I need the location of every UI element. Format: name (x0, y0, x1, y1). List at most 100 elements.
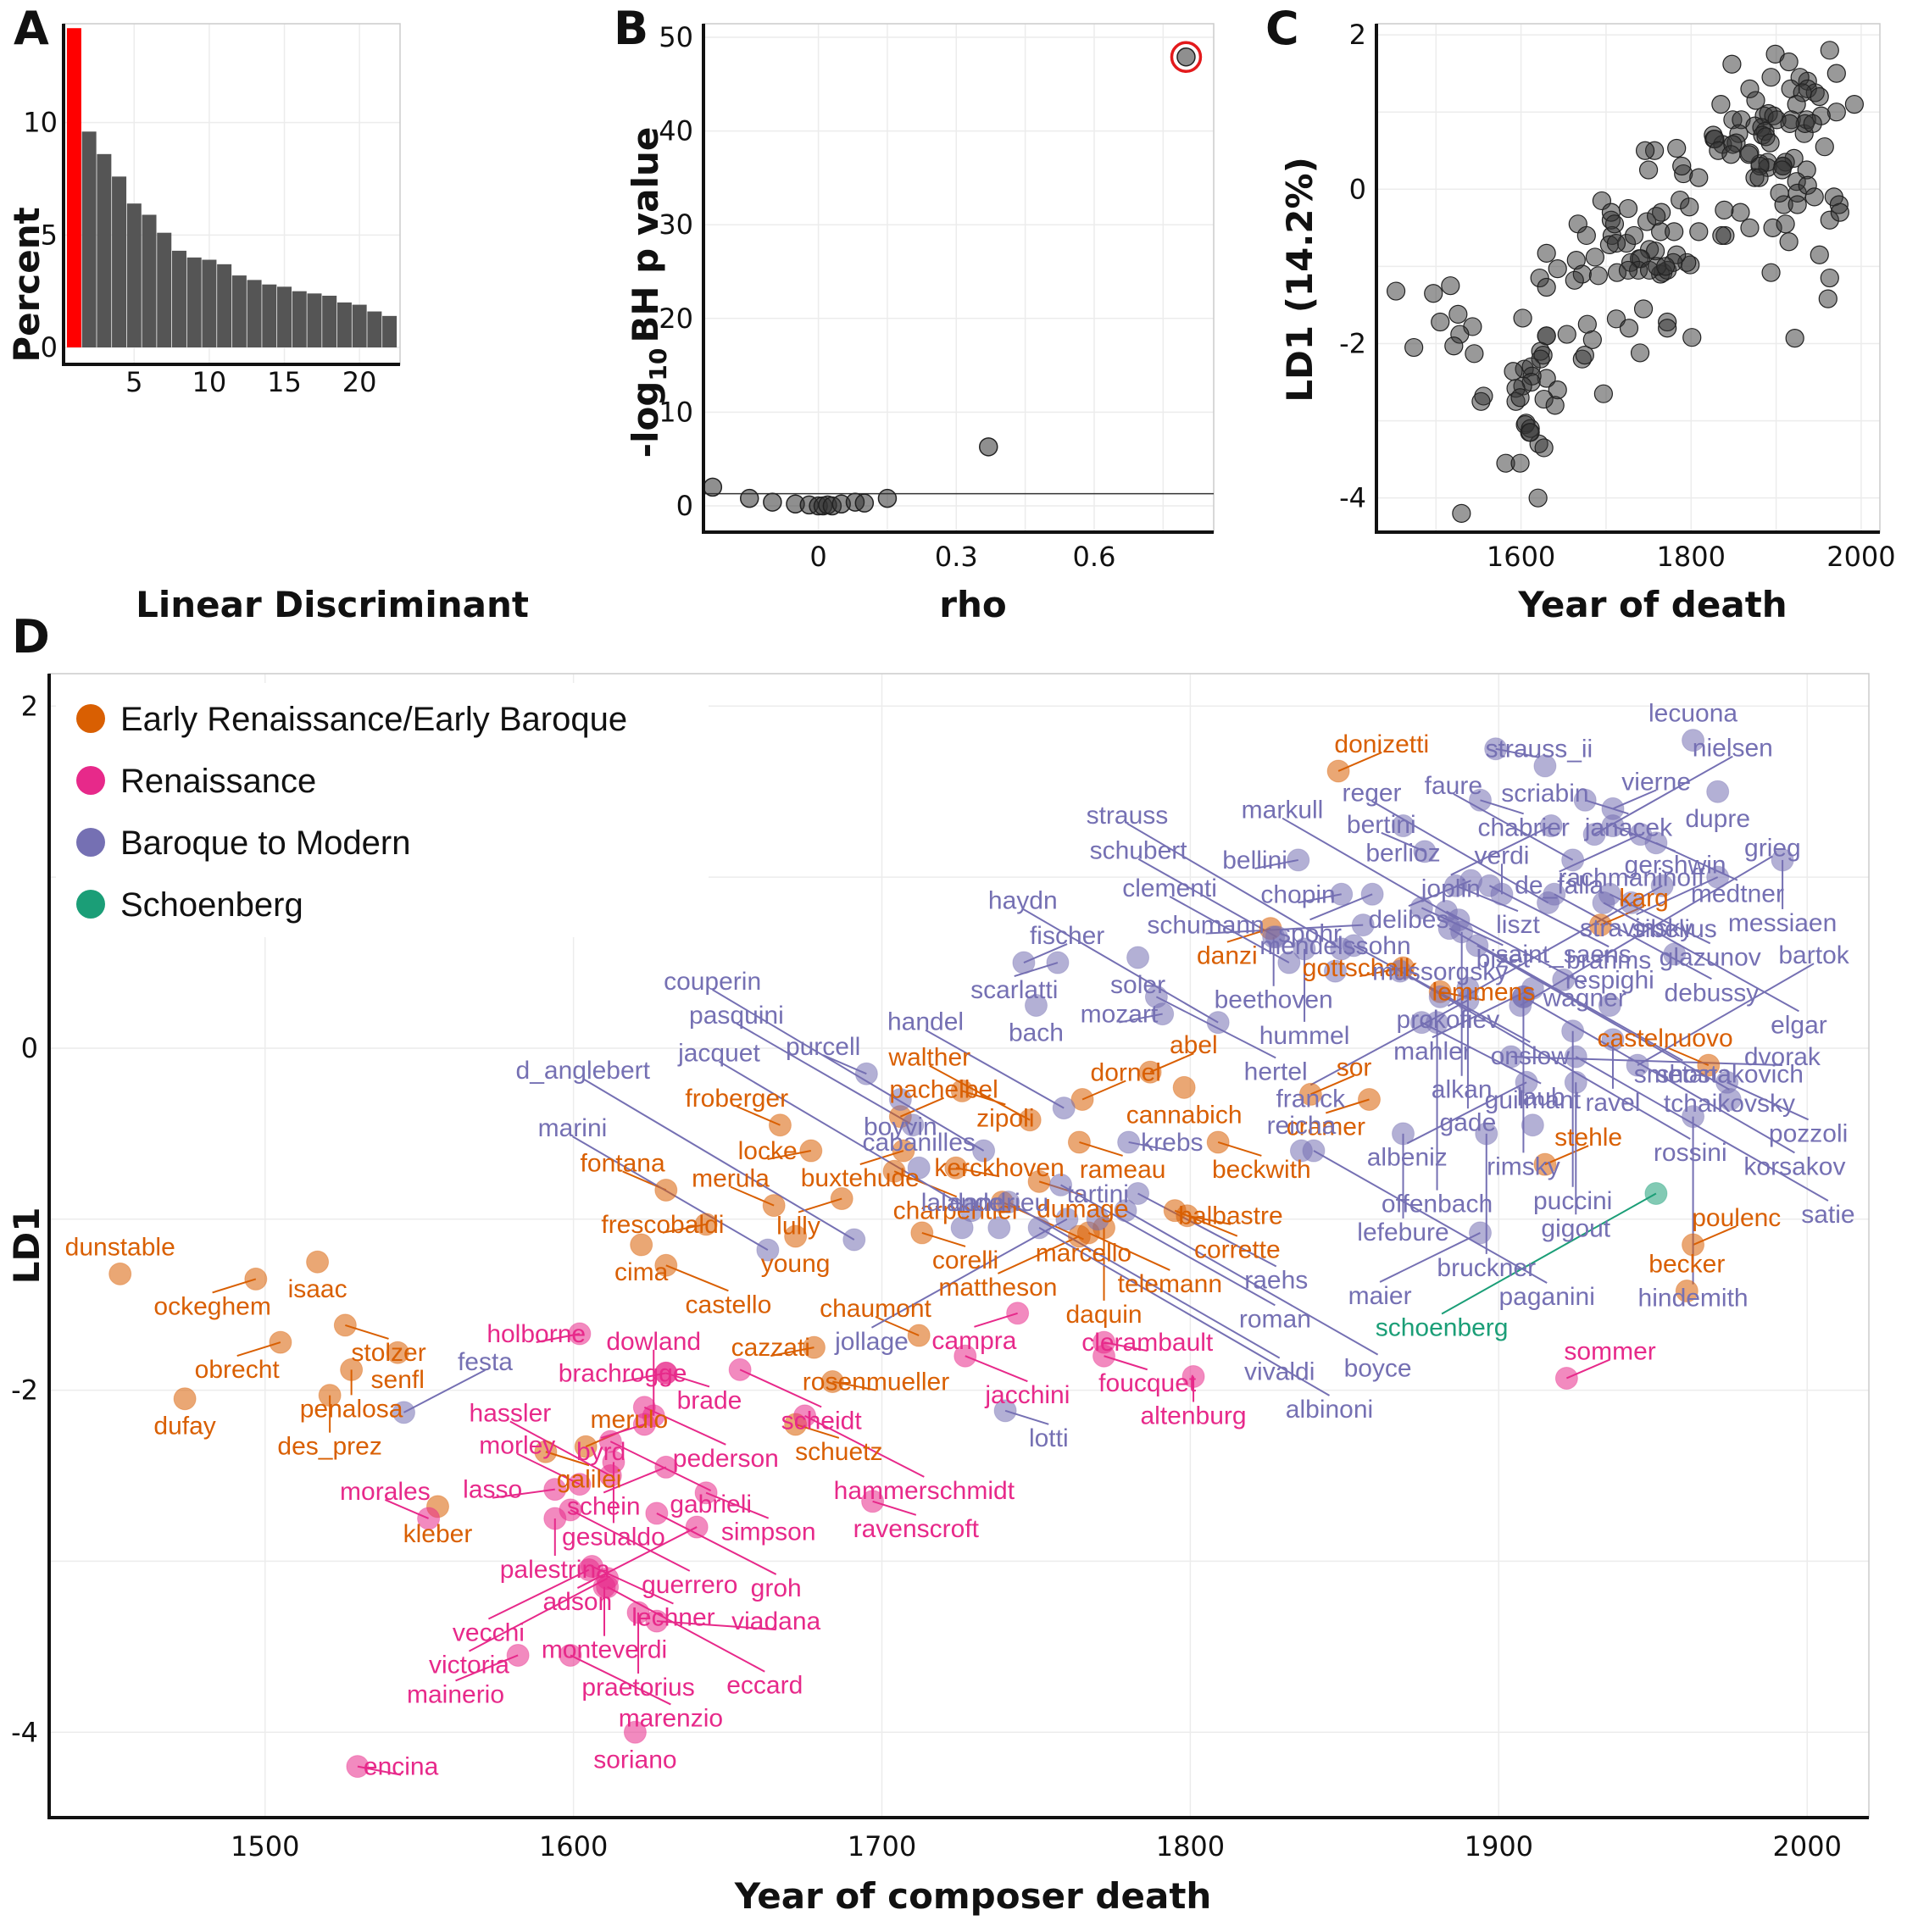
d-label-galilei: galilei (557, 1465, 622, 1493)
d-point-brade (654, 1361, 678, 1385)
d-point-ravenscroft (861, 1490, 885, 1513)
d-leader-walther (929, 1064, 1031, 1121)
d-point-vecchi (577, 1558, 601, 1582)
d-label-penalosa: penalosa (300, 1395, 403, 1423)
c-point-offenbach (1749, 168, 1769, 187)
d-point-charpentier (882, 1159, 906, 1183)
c-point-grieg (1772, 160, 1792, 180)
d-point-bellini (1287, 848, 1310, 872)
d-label-bellini: bellini (1222, 847, 1287, 874)
d-label-merulo: merulo (591, 1406, 669, 1434)
d-point-guilmant (1521, 1113, 1544, 1137)
panel-a-xlabel: Linear Discriminant (136, 584, 529, 625)
b-point-12 (877, 488, 898, 508)
d-point-cabanilles (907, 1156, 931, 1180)
d-point-hammerschmidt (793, 1404, 817, 1428)
b-point-0 (703, 477, 723, 497)
legend-background (56, 683, 709, 937)
c-point-guerrero (1510, 388, 1530, 408)
d-leader-pozzoli (1726, 1081, 1810, 1121)
d-label-bruckner: bruckner (1437, 1254, 1536, 1282)
d-point-bach (1024, 993, 1048, 1017)
d-label-frescobaldi: frescobaldi (601, 1211, 724, 1239)
panel-a-ylabel: Percent (6, 207, 47, 362)
d-point-albeniz (1515, 1070, 1538, 1094)
panel-c-ylabel: LD1 (14.2%) (1279, 157, 1320, 402)
d-leader-marenzio (570, 1654, 671, 1706)
b-point-2 (763, 492, 782, 512)
d-point-marenzio (559, 1643, 582, 1667)
d-label-hassler: hassler (470, 1400, 552, 1428)
d-point-franck (1456, 988, 1480, 1012)
c-point-fontana (1537, 243, 1556, 264)
a-bar-8 (171, 250, 186, 347)
d-label-rameau: rameau (1080, 1156, 1166, 1184)
d-label-vecchi: vecchi (453, 1619, 525, 1647)
d-point-buxtehude (892, 1139, 915, 1163)
d-label-donizetti: donizetti (1334, 730, 1429, 758)
panel-b-ylabel: -log10 BH p value (625, 127, 672, 458)
d-label-shostakovich: shostakovich (1657, 1060, 1804, 1088)
d-label-albeniz: albeniz (1367, 1143, 1448, 1171)
c-point-rachmaninoff (1803, 114, 1822, 133)
d-label-korsakov: korsakov (1743, 1152, 1845, 1180)
d-label-becker: becker (1648, 1251, 1725, 1279)
d-point-mattheson (1067, 1224, 1091, 1248)
c-point-messiaen (1844, 94, 1864, 114)
d-point-roman (1049, 1173, 1073, 1196)
d-point-galilei (534, 1440, 558, 1463)
d-point-soriano (623, 1720, 647, 1744)
d-label-poulenc: poulenc (1692, 1204, 1781, 1232)
d-label-brachrogge: brachrogge (559, 1359, 687, 1387)
panel-d-ylabel: LD1 (6, 1208, 47, 1285)
panel-b-ylabel-part2: BH p value (625, 127, 666, 343)
d-point-holborne (568, 1322, 592, 1346)
d-label-krebs: krebs (1141, 1129, 1203, 1157)
d-label-chabrier: chabrier (1477, 813, 1569, 841)
d-leader-schoenberg (1441, 1192, 1657, 1315)
d-label-stehle: stehle (1554, 1124, 1622, 1152)
c-point-festa (1465, 344, 1484, 364)
d-label-mainerio: mainerio (407, 1680, 504, 1708)
d-label-jacchini: jacchini (984, 1381, 1070, 1409)
a-bar-11 (217, 264, 232, 347)
d-leader-viadana (656, 1620, 776, 1631)
d-point-poulenc (1682, 1233, 1705, 1257)
d-label-mendelssohn: mendelssohn (1259, 932, 1410, 960)
a-xtick-20: 20 (342, 366, 377, 398)
d-label-scheidt: scheidt (781, 1407, 863, 1435)
c-point-obrecht (1431, 312, 1450, 332)
d-label-offenbach: offenbach (1382, 1191, 1493, 1219)
d-leader-spohr (1309, 893, 1373, 921)
panel-b-ylabel-subscript: 10 (644, 348, 672, 381)
d-label-delibes: delibes (1368, 906, 1448, 934)
c-point-bertini (1746, 91, 1765, 110)
legend-swatch-baroque-to-modern (76, 828, 105, 857)
d-label-dufay: dufay (153, 1413, 215, 1441)
d-label-gesualdo: gesualdo (562, 1523, 665, 1551)
d-point-medtner (1644, 831, 1668, 855)
c-xtick-1600: 1600 (1487, 541, 1555, 573)
d-label-scriabin: scriabin (1501, 780, 1588, 808)
a-bar-12 (231, 275, 247, 347)
d-point-groh (645, 1502, 669, 1525)
panel-label-b: B (614, 2, 648, 55)
d-label-prokofiev: prokofiev (1397, 1006, 1500, 1034)
d-leader-satie (1575, 1056, 1829, 1202)
a-bar-13 (247, 280, 262, 347)
d-label-soler: soler (1110, 971, 1165, 999)
c-point-mendelssohn (1721, 145, 1741, 164)
d-label-reicha: reicha (1267, 1112, 1337, 1140)
d-point-schumann (1351, 913, 1375, 937)
panel-label-a: A (14, 2, 49, 55)
d-leader-castello (665, 1264, 729, 1292)
b-xtick-1: 0.3 (935, 541, 978, 573)
c-point-bach (1638, 160, 1659, 180)
d-label-sibelius: sibelius (1632, 915, 1717, 943)
c-point-dunstable (1386, 281, 1406, 301)
c-point-soriano (1528, 488, 1548, 508)
d-label-zipoli: zipoli (976, 1104, 1034, 1132)
d-label-young: young (761, 1250, 831, 1278)
d-label-walther: walther (887, 1044, 970, 1072)
c-point-shostakovich (1830, 203, 1849, 222)
